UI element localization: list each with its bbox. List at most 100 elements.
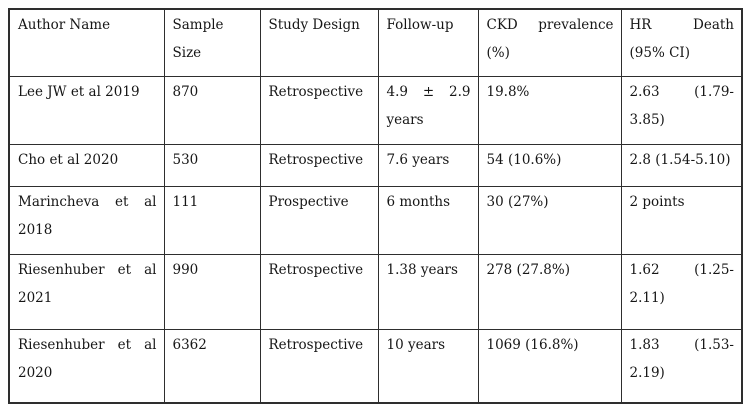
cell-hr_death: 1.62 (1.25- 2.11) — [620, 253, 743, 330]
cell-line: 2021 — [18, 289, 53, 306]
cell-word: al — [144, 336, 157, 353]
cell-line: years — [386, 111, 424, 128]
cell-line: Retrospective — [268, 151, 364, 168]
cell-line: 6 months — [386, 193, 451, 210]
column-header-follow_up: Follow-up — [377, 8, 479, 77]
cell-line: (95% CI) — [629, 45, 691, 61]
cell-line: 2018 — [18, 221, 53, 238]
cell-line: Retrospective — [268, 336, 364, 353]
cell-hr_death: 2.8 (1.54-5.10) — [620, 143, 743, 187]
cell-word: Riesenhuber — [18, 336, 105, 353]
cell-sample_size: 990 — [163, 253, 261, 330]
cell-word: 2.9 — [449, 83, 471, 100]
cell-line: (%) — [486, 45, 510, 61]
cell-line: Size — [172, 45, 202, 61]
cell-word: et — [117, 261, 132, 278]
table-row: Cho et al 2020 530 Retrospective 7.6 years 5… — [8, 143, 743, 187]
cell-line: 4.9 ±2.9 — [387, 78, 471, 106]
cell-follow_up: 10 years — [377, 328, 479, 404]
cell-line: Riesenhuber et al — [18, 331, 157, 359]
cell-line: 1.83 (1.53- — [630, 331, 735, 359]
cell-word: HR — [629, 17, 652, 33]
cell-study_design: Retrospective — [259, 253, 379, 330]
cell-word: Death — [693, 17, 734, 33]
cell-line: Prospective — [268, 193, 349, 210]
cell-line: Study Design — [268, 17, 360, 33]
table-body: Lee JW et al 2019 870 Retrospective 4.9 ±2.9… — [8, 75, 743, 404]
cell-ckd_prevalence: 30 (27%) — [477, 185, 622, 255]
cell-word: 4.9 — [386, 83, 408, 100]
cell-author_name: Riesenhuber et al 2020 — [8, 328, 165, 404]
cell-follow_up: 4.9 ±2.9 years — [377, 75, 479, 145]
cell-author_name: Lee JW et al 2019 — [8, 75, 165, 145]
cell-word: (1.25- — [694, 261, 734, 278]
cell-line: Cho et al 2020 — [18, 151, 119, 168]
cell-line: 2.19) — [629, 364, 665, 381]
cell-sample_size: 870 — [163, 75, 261, 145]
cell-line: 1069 (16.8%) — [486, 336, 579, 353]
cell-line: Retrospective — [268, 261, 364, 278]
cell-study_design: Retrospective — [259, 143, 379, 187]
cell-line: 111 — [172, 193, 199, 210]
column-header-sample_size: Sample Size — [163, 8, 261, 77]
cell-hr_death: 2.63 (1.79- 3.85) — [620, 75, 743, 145]
cell-line: 1.38 years — [386, 261, 458, 278]
cell-line: Riesenhuber et al — [18, 256, 157, 284]
column-header-author_name: Author Name — [8, 8, 165, 77]
cell-word: Riesenhuber — [18, 261, 105, 278]
column-header-study_design: Study Design — [259, 8, 379, 77]
cell-word: al — [144, 261, 157, 278]
table-header: Author Name Sample Size Study Design Follow-… — [8, 8, 743, 77]
cell-line: 3.85) — [629, 111, 665, 128]
table-row: Riesenhuber et al 2020 6362 Retrospective 10 y… — [8, 328, 743, 404]
cell-line: 19.8% — [486, 83, 530, 100]
cell-line: Sample — [172, 17, 224, 33]
column-header-hr_death: HR Death (95% CI) — [620, 8, 743, 77]
cell-line: 7.6 years — [386, 151, 450, 168]
cell-line: Retrospective — [268, 83, 364, 100]
cell-sample_size: 530 — [163, 143, 261, 187]
cell-author_name: Riesenhuber et al 2021 — [8, 253, 165, 330]
cell-word: al — [144, 193, 157, 210]
cell-line: Lee JW et al 2019 — [18, 83, 140, 100]
cell-ckd_prevalence: 278 (27.8%) — [477, 253, 622, 330]
cell-line: 278 (27.8%) — [486, 261, 570, 278]
cell-ckd_prevalence: 54 (10.6%) — [477, 143, 622, 187]
cell-author_name: Marincheva et al 2018 — [8, 185, 165, 255]
cell-line: Author Name — [18, 17, 111, 33]
cell-word: 2.63 — [629, 83, 660, 100]
column-header-ckd_prevalence: CKD prevalence (%) — [477, 8, 622, 77]
cell-study_design: Prospective — [259, 185, 379, 255]
cell-word: et — [117, 336, 132, 353]
cell-line: 2 points — [629, 193, 685, 210]
cell-follow_up: 1.38 years — [377, 253, 479, 330]
table-row: Riesenhuber et al 2021 990 Retrospective 1.38 … — [8, 253, 743, 330]
cell-line: Follow-up — [386, 17, 454, 33]
table-row: Lee JW et al 2019 870 Retrospective 4.9 ±2.9… — [8, 75, 743, 145]
cell-hr_death: 2 points — [620, 185, 743, 255]
cell-line: Marincheva et al — [18, 188, 157, 216]
header-row: Author Name Sample Size Study Design Follow-… — [8, 8, 743, 77]
cell-line: 2020 — [18, 364, 53, 381]
cell-word: prevalence — [538, 17, 614, 33]
cell-author_name: Cho et al 2020 — [8, 143, 165, 187]
cell-word: (1.79- — [694, 83, 734, 100]
cell-line: 10 years — [386, 336, 446, 353]
cell-line: 6362 — [172, 336, 207, 353]
table-row: Marincheva et al 2018 111 Prospective 6 months… — [8, 185, 743, 255]
cell-line: 2.11) — [629, 289, 665, 306]
cell-study_design: Retrospective — [259, 328, 379, 404]
studies-summary-table: Author Name Sample Size Study Design Follow-… — [8, 8, 743, 404]
cell-word: (1.53- — [694, 336, 734, 353]
cell-word: CKD — [486, 17, 518, 33]
cell-line: 2.8 (1.54-5.10) — [629, 151, 731, 168]
cell-follow_up: 7.6 years — [377, 143, 479, 187]
cell-word: 1.83 — [629, 336, 660, 353]
cell-line: 530 — [172, 151, 199, 168]
cell-ckd_prevalence: 1069 (16.8%) — [477, 328, 622, 404]
cell-word: Marincheva — [18, 193, 100, 210]
cell-sample_size: 6362 — [163, 328, 261, 404]
cell-word: ± — [422, 83, 435, 100]
cell-study_design: Retrospective — [259, 75, 379, 145]
